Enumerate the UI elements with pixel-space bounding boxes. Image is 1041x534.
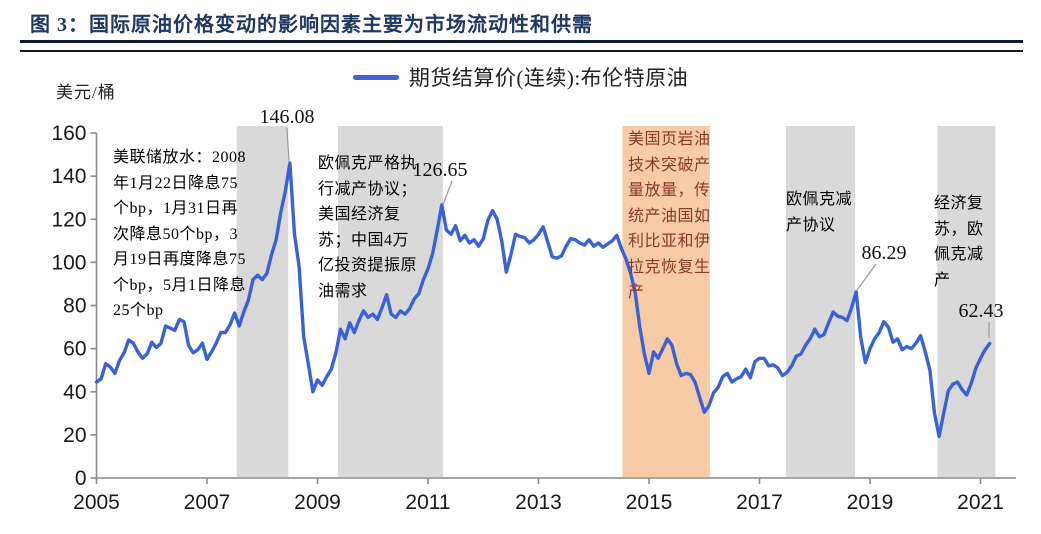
x-tick-label: 2009 xyxy=(294,491,341,514)
y-tick-label: 20 xyxy=(63,424,86,447)
callout-line xyxy=(286,127,290,163)
chart-legend: 期货结算价(连续):布伦特原油 xyxy=(0,62,1041,92)
y-axis-unit-label: 美元/桶 xyxy=(56,83,116,102)
x-tick-label: 2017 xyxy=(736,491,783,514)
data-point-label: 86.29 xyxy=(862,242,907,264)
x-tick-label: 2021 xyxy=(957,491,1004,514)
x-tick-label: 2015 xyxy=(626,491,673,514)
x-tick-label: 2007 xyxy=(184,491,231,514)
legend-label: 期货结算价(连续):布伦特原油 xyxy=(408,66,689,90)
opec-agreement-note: 欧佩克减 产协议 xyxy=(786,191,853,234)
callout-line xyxy=(856,263,877,291)
y-tick-label: 100 xyxy=(51,251,86,274)
y-tick-label: 60 xyxy=(63,338,86,361)
callout-line xyxy=(442,180,453,206)
data-point-label: 126.65 xyxy=(413,159,468,181)
opec-strict-note: 欧佩克严格执 行减产协议； 美国经济复 苏；中国4万 亿投资提振原 油需求 xyxy=(318,155,418,300)
y-tick-label: 160 xyxy=(51,122,86,145)
y-tick-label: 80 xyxy=(63,295,86,318)
recovery-note: 经济复 苏，欧 佩克减 产 xyxy=(934,195,984,289)
title-divider xyxy=(20,40,1023,52)
y-tick-label: 140 xyxy=(51,165,86,188)
x-tick-label: 2005 xyxy=(73,491,120,514)
x-tick-label: 2013 xyxy=(515,491,562,514)
legend-line-swatch xyxy=(352,74,399,80)
price-line xyxy=(94,161,992,439)
x-tick-label: 2011 xyxy=(405,491,450,514)
x-tick-label: 2019 xyxy=(847,491,894,514)
y-tick-label: 0 xyxy=(75,467,87,490)
data-point-label: 62.43 xyxy=(959,300,1004,322)
shale-note: 美国页岩油 技术突破产 量放量，传 统产油国如 利比亚和伊 拉克恢复生 产 xyxy=(628,131,711,301)
y-tick-label: 120 xyxy=(51,208,86,231)
opec-cut-band xyxy=(786,126,856,477)
figure-title: 图 3：国际原油价格变动的影响因素主要为市场流动性和供需 xyxy=(30,14,593,36)
recovery-2020-band xyxy=(937,126,996,477)
fed-easing-band xyxy=(236,126,289,477)
fed-easing-note: 美联储放水：2008 年1月22日降息75 个bp，1月31日再 次降息50个b… xyxy=(113,149,247,319)
data-point-label: 146.08 xyxy=(260,106,315,128)
recovery-band xyxy=(337,126,443,477)
y-tick-label: 40 xyxy=(63,381,86,404)
